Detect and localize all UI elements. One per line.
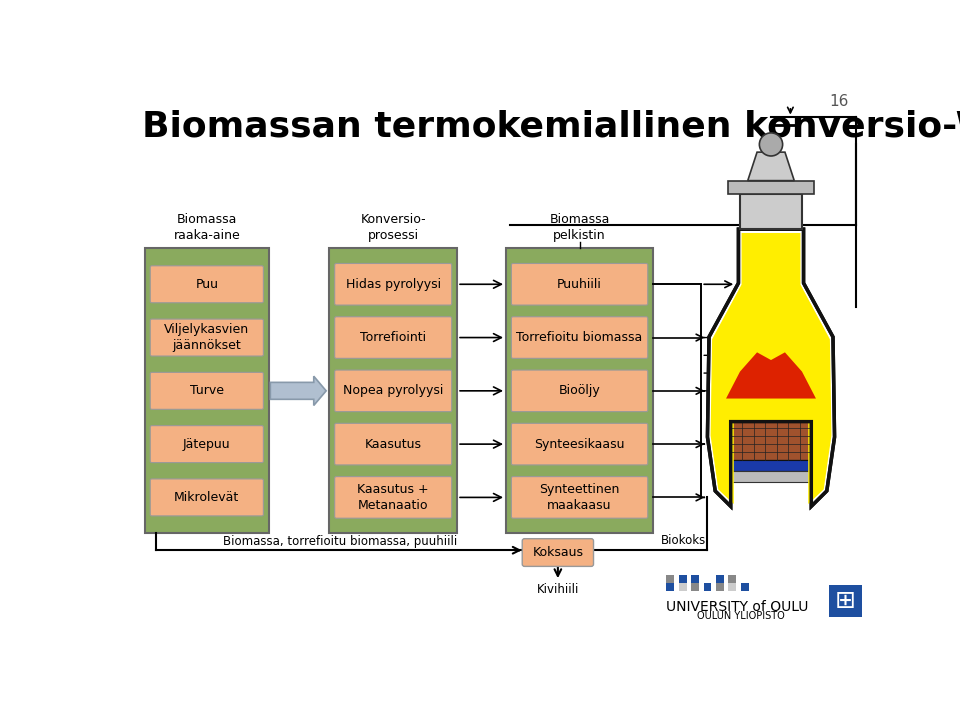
Text: Biokoksi: Biokoksi [660, 534, 709, 548]
FancyBboxPatch shape [506, 248, 653, 533]
Bar [691, 584, 699, 591]
FancyBboxPatch shape [335, 370, 452, 412]
Text: OULUN YLIOPISTO: OULUN YLIOPISTO [697, 611, 785, 621]
Text: Viljelykasvien
jäännökset: Viljelykasvien jäännökset [164, 323, 250, 352]
Text: Biomassan termokemiallinen konversio-WP3: Biomassan termokemiallinen konversio-WP3 [142, 110, 960, 144]
Bar [741, 584, 749, 591]
Circle shape [759, 133, 782, 156]
FancyBboxPatch shape [335, 263, 452, 305]
Text: Hidas pyrolyysi: Hidas pyrolyysi [346, 278, 441, 291]
Bar [729, 584, 736, 591]
FancyBboxPatch shape [740, 195, 802, 229]
FancyBboxPatch shape [150, 479, 263, 516]
Text: Bioöljy: Bioöljy [559, 384, 600, 397]
Text: Torrefioitu biomassa: Torrefioitu biomassa [516, 331, 642, 344]
FancyBboxPatch shape [512, 316, 648, 358]
Text: Kivihiili: Kivihiili [537, 584, 579, 596]
Text: Jätepuu: Jätepuu [183, 437, 230, 450]
FancyBboxPatch shape [335, 423, 452, 465]
FancyBboxPatch shape [150, 425, 263, 463]
FancyBboxPatch shape [727, 471, 816, 482]
Text: 16: 16 [829, 94, 849, 109]
Text: Puu: Puu [195, 278, 218, 291]
FancyBboxPatch shape [512, 477, 648, 518]
Text: Koksaus: Koksaus [533, 546, 584, 559]
FancyBboxPatch shape [729, 180, 814, 195]
Text: Nopea pyrolyysi: Nopea pyrolyysi [343, 384, 444, 397]
Text: Puuhiili: Puuhiili [557, 278, 602, 291]
Bar [716, 575, 724, 583]
Bar [666, 584, 674, 591]
Text: Konversio-
prosessi: Konversio- prosessi [360, 213, 426, 242]
Bar [691, 575, 699, 583]
FancyBboxPatch shape [522, 538, 593, 566]
Polygon shape [726, 352, 816, 399]
Bar [716, 584, 724, 591]
Text: Synteesikaasu: Synteesikaasu [535, 437, 625, 450]
Text: Biomassa, torrefioitu biomassa, puuhiili: Biomassa, torrefioitu biomassa, puuhiili [224, 535, 458, 548]
FancyBboxPatch shape [731, 420, 812, 460]
FancyBboxPatch shape [731, 460, 812, 471]
Bar [679, 584, 686, 591]
Text: Biomassa
raaka-aine: Biomassa raaka-aine [174, 213, 240, 242]
Bar [704, 584, 711, 591]
Bar [729, 575, 736, 583]
FancyBboxPatch shape [512, 263, 648, 305]
Text: Mikrolevät: Mikrolevät [174, 491, 239, 504]
Text: Synteettinen
maakaasu: Synteettinen maakaasu [540, 483, 620, 512]
FancyBboxPatch shape [335, 316, 452, 358]
FancyBboxPatch shape [145, 248, 269, 533]
Text: Turve: Turve [190, 384, 224, 397]
FancyBboxPatch shape [150, 266, 263, 303]
Bar [679, 575, 686, 583]
FancyBboxPatch shape [150, 319, 263, 356]
Polygon shape [748, 152, 794, 180]
FancyBboxPatch shape [829, 585, 862, 617]
FancyBboxPatch shape [335, 477, 452, 518]
Bar [666, 575, 674, 583]
Text: Kaasutus +
Metanaatio: Kaasutus + Metanaatio [357, 483, 429, 512]
Polygon shape [710, 233, 831, 504]
Polygon shape [708, 229, 834, 506]
FancyBboxPatch shape [512, 423, 648, 465]
Text: Kaasutus: Kaasutus [365, 437, 421, 450]
Text: ⊞: ⊞ [835, 589, 856, 613]
FancyBboxPatch shape [512, 370, 648, 412]
Text: UNIVERSITY of OULU: UNIVERSITY of OULU [666, 600, 808, 614]
Text: Torrefiointi: Torrefiointi [360, 331, 426, 344]
Text: Biomassa
pelkistin: Biomassa pelkistin [549, 213, 610, 242]
FancyBboxPatch shape [329, 248, 457, 533]
FancyBboxPatch shape [150, 372, 263, 410]
FancyArrow shape [271, 376, 326, 405]
